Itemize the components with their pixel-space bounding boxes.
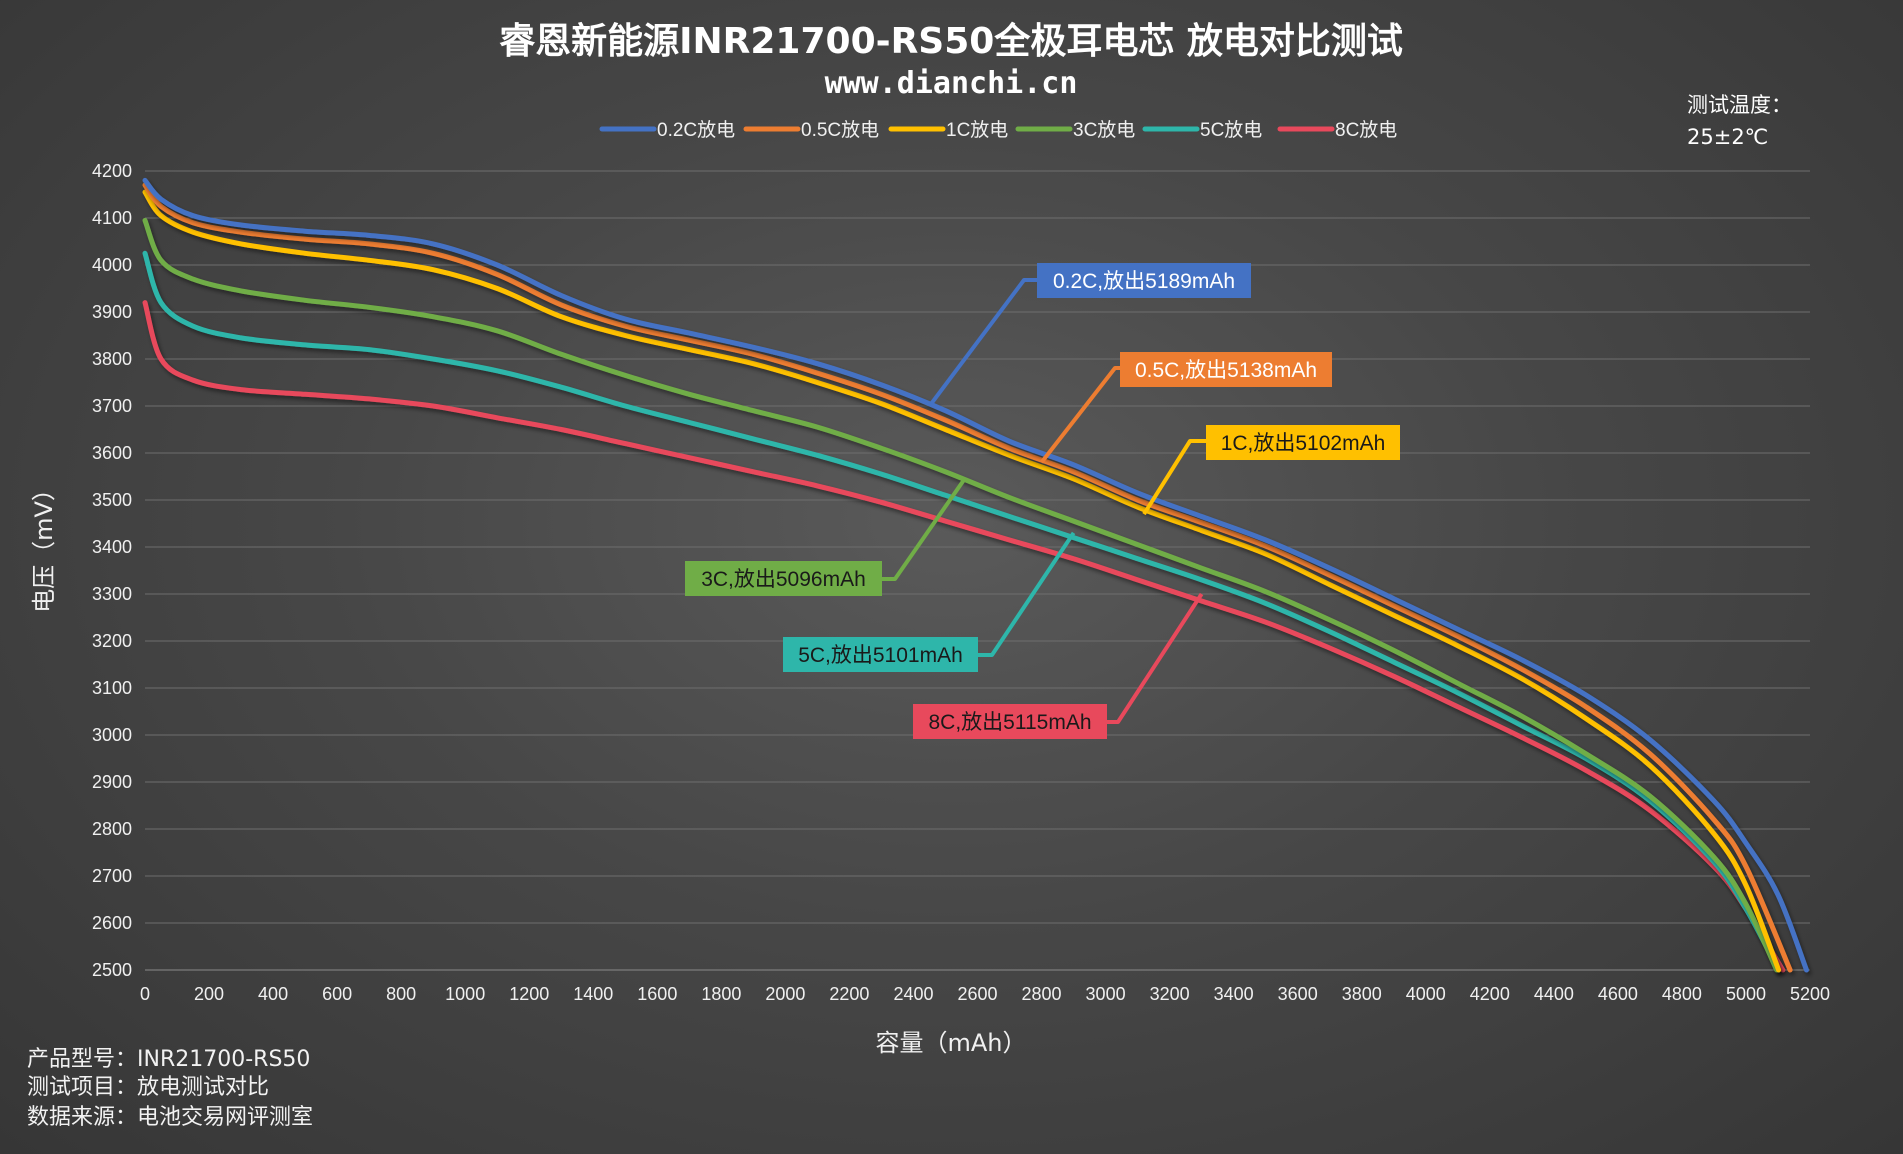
callout-leader	[927, 278, 1037, 408]
y-tick-label: 3100	[92, 678, 132, 698]
footer-data-source: 数据来源：电池交易网评测室	[27, 1105, 313, 1130]
series-lines	[142, 177, 1809, 973]
x-tick-label: 2400	[893, 984, 933, 1004]
x-tick-label: 800	[386, 984, 416, 1004]
callout-box	[1120, 352, 1332, 387]
x-tick-label: 4400	[1534, 984, 1574, 1004]
x-tick-label: 5000	[1726, 984, 1766, 1004]
x-tick-label: 600	[322, 984, 352, 1004]
y-axis-ticks: 2500 2600 2700 2800 2900 3000 3100 3200 3300 3400…	[92, 161, 132, 980]
legend-label: 0.2C放电	[657, 119, 735, 141]
y-tick-label: 4000	[92, 255, 132, 275]
legend-label: 1C放电	[946, 119, 1008, 141]
callout-leader	[1107, 592, 1204, 724]
callout-box	[913, 704, 1107, 739]
y-tick-label: 4200	[92, 161, 132, 181]
callouts: 0.2C,放出5189mAh 0.5C,放出5138mAh 1C,放出5102mAh…	[685, 263, 1400, 739]
y-tick-label: 3900	[92, 302, 132, 322]
y-tick-label: 3000	[92, 725, 132, 745]
x-tick-label: 1200	[509, 984, 549, 1004]
callout-box	[1206, 425, 1400, 460]
x-tick-label: 2000	[765, 984, 805, 1004]
x-tick-label: 1800	[701, 984, 741, 1004]
footer-test-item: 测试项目：放电测试对比	[27, 1075, 269, 1100]
x-tick-label: 3200	[1150, 984, 1190, 1004]
x-axis-ticks: 0 200 400 600 800 1000 1200 1400 1600 1800 2000 220…	[140, 984, 1830, 1004]
x-tick-label: 4000	[1406, 984, 1446, 1004]
y-tick-label: 3500	[92, 490, 132, 510]
x-axis-title: 容量（mAh）	[875, 1029, 1026, 1057]
series-line	[142, 189, 1782, 973]
y-tick-label: 3600	[92, 443, 132, 463]
x-tick-label: 1000	[445, 984, 485, 1004]
callout-label: 1C,放出5102mAh	[1221, 432, 1386, 455]
y-tick-label: 4100	[92, 208, 132, 228]
legend: 0.2C放电 0.5C放电 1C放电 3C放电 5C放电 8C放电	[599, 119, 1397, 141]
x-tick-label: 4600	[1598, 984, 1638, 1004]
x-tick-label: 400	[258, 984, 288, 1004]
y-tick-label: 3700	[92, 396, 132, 416]
footer-product-model: 产品型号：INR21700-RS50	[27, 1047, 310, 1072]
legend-label: 8C放电	[1335, 119, 1397, 141]
callout-label: 5C,放出5101mAh	[798, 644, 963, 667]
x-tick-label: 3600	[1278, 984, 1318, 1004]
callout-box	[685, 561, 882, 596]
x-tick-label: 3400	[1214, 984, 1254, 1004]
callout-box	[783, 637, 978, 672]
x-tick-label: 0	[140, 984, 150, 1004]
y-tick-label: 3400	[92, 537, 132, 557]
series-line	[142, 182, 1793, 973]
callout-leader	[882, 477, 967, 581]
callout-leader	[1039, 366, 1120, 464]
callout-box	[1037, 263, 1251, 298]
gridlines	[145, 170, 1810, 971]
x-tick-label: 2800	[1022, 984, 1062, 1004]
series-line	[142, 300, 1786, 973]
y-tick-label: 2600	[92, 913, 132, 933]
x-tick-label: 5200	[1790, 984, 1830, 1004]
y-tick-label: 2900	[92, 772, 132, 792]
y-tick-label: 3800	[92, 349, 132, 369]
y-tick-label: 2700	[92, 866, 132, 886]
callout-leader	[1142, 439, 1206, 516]
x-tick-label: 3800	[1342, 984, 1382, 1004]
x-tick-label: 4200	[1470, 984, 1510, 1004]
x-tick-label: 3000	[1086, 984, 1126, 1004]
test-temp-label: 测试温度：	[1687, 93, 1792, 117]
x-tick-label: 1400	[573, 984, 613, 1004]
y-tick-label: 2500	[92, 960, 132, 980]
test-temp-value: 25±2℃	[1687, 125, 1768, 149]
y-tick-label: 3200	[92, 631, 132, 651]
series-line	[142, 177, 1809, 973]
callout-label: 0.2C,放出5189mAh	[1053, 270, 1235, 293]
x-tick-label: 4800	[1662, 984, 1702, 1004]
series-line	[142, 250, 1781, 973]
x-tick-label: 200	[194, 984, 224, 1004]
callout-label: 8C,放出5115mAh	[928, 711, 1091, 734]
x-tick-label: 2600	[957, 984, 997, 1004]
callout-label: 3C,放出5096mAh	[701, 568, 866, 591]
legend-label: 0.5C放电	[801, 119, 879, 141]
x-tick-label: 1600	[637, 984, 677, 1004]
chart-subtitle: www.dianchi.cn	[825, 66, 1078, 101]
legend-label: 5C放电	[1200, 119, 1262, 141]
callout-label: 0.5C,放出5138mAh	[1135, 359, 1317, 382]
y-tick-label: 3300	[92, 584, 132, 604]
legend-label: 3C放电	[1073, 119, 1135, 141]
x-tick-label: 2200	[829, 984, 869, 1004]
chart-title: 睿恩新能源INR21700-RS50全极耳电芯 放电对比测试	[499, 20, 1403, 62]
series-line	[142, 217, 1780, 973]
callout-leader	[978, 531, 1076, 657]
y-tick-label: 2800	[92, 819, 132, 839]
y-axis-title: 电压（mV）	[30, 477, 58, 613]
